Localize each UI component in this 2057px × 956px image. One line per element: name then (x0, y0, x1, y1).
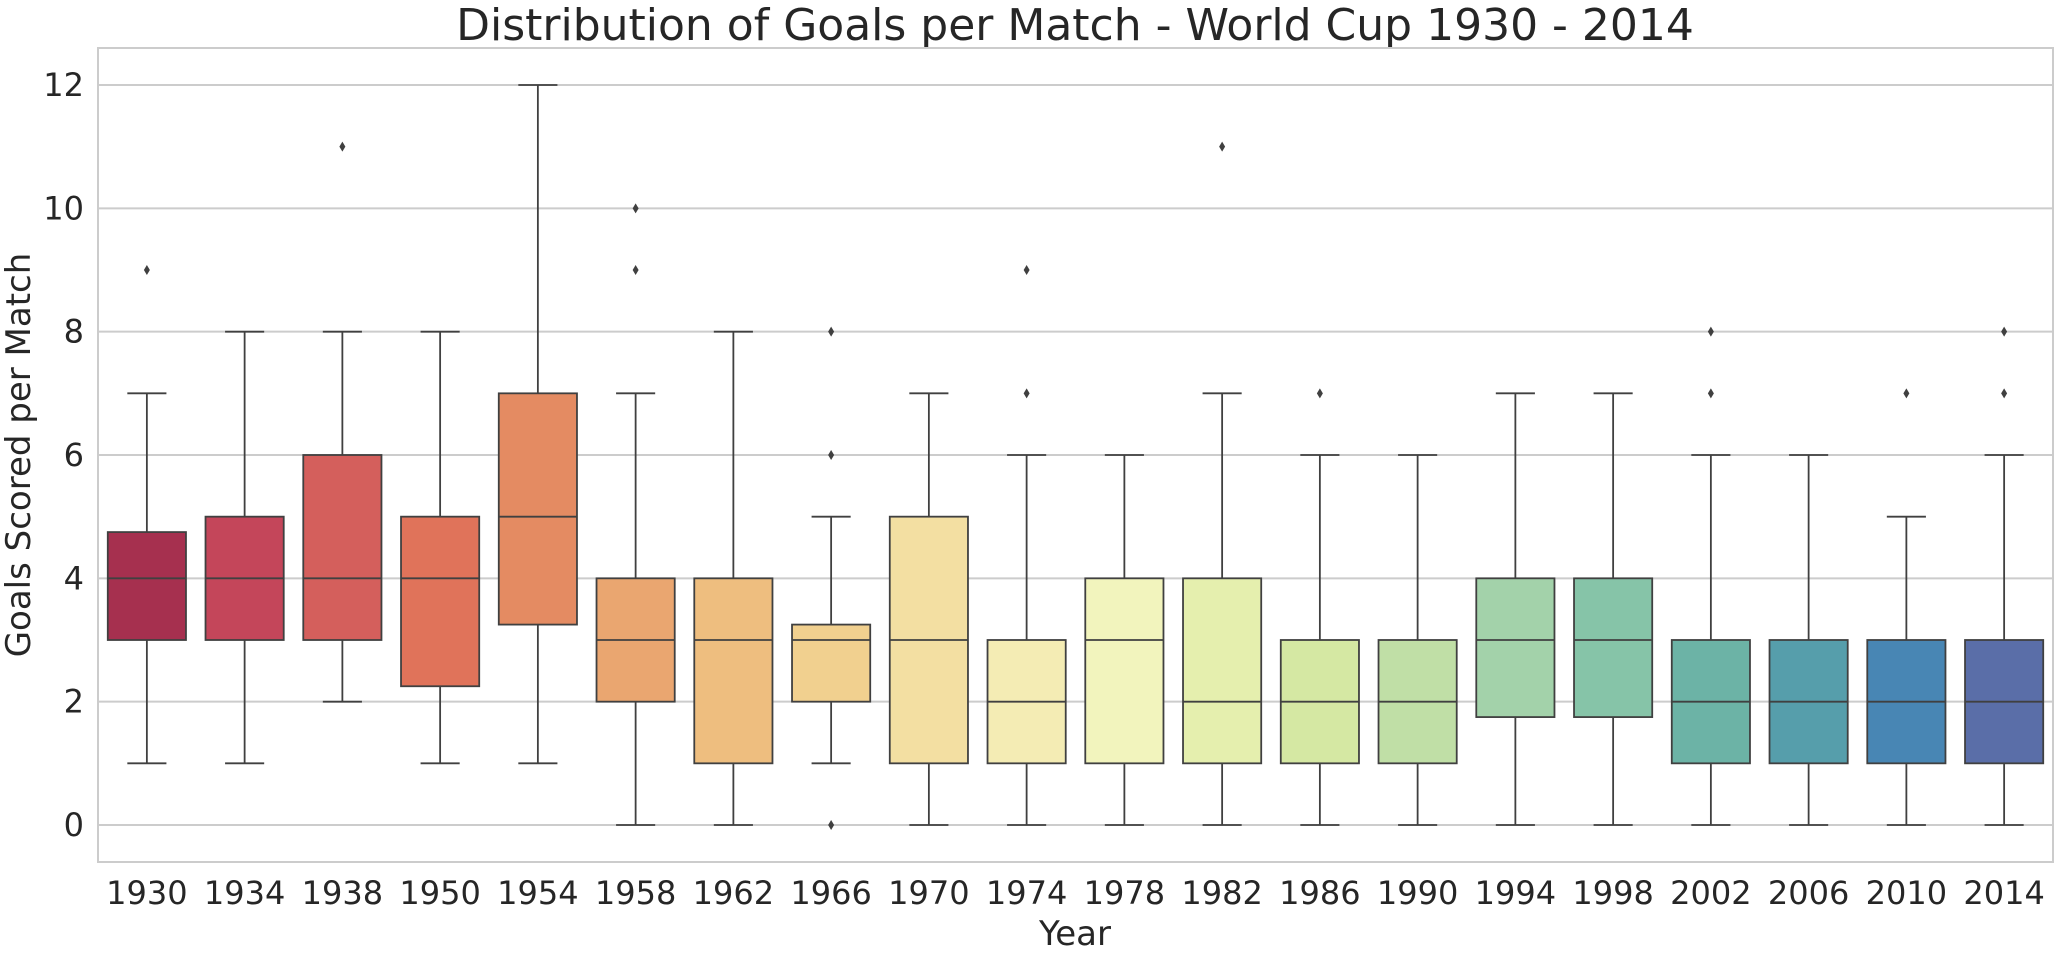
x-tick-label-1934: 1934 (204, 874, 285, 912)
y-tick-label-4: 4 (64, 559, 84, 597)
box-1982 (1182, 141, 1263, 826)
outlier-point (143, 265, 150, 275)
box-1998 (1573, 392, 1654, 826)
box-2006 (1768, 454, 1849, 826)
box-1930 (106, 265, 187, 765)
y-tick-label-12: 12 (43, 66, 84, 104)
x-tick-label-1938: 1938 (302, 874, 383, 912)
box-1958 (595, 203, 676, 826)
x-tick-label-1994: 1994 (1475, 874, 1556, 912)
iqr-box (1182, 577, 1263, 765)
y-grid (98, 84, 2053, 826)
box-1966 (791, 326, 872, 830)
box-1938 (302, 141, 383, 703)
y-tick-label-10: 10 (43, 189, 84, 227)
outlier-point (1707, 326, 1714, 337)
box-1986 (1279, 388, 1360, 826)
outlier-point (1316, 388, 1323, 399)
outlier-point (2001, 388, 2008, 399)
outlier-point (632, 265, 639, 275)
outlier-point (339, 141, 346, 152)
iqr-box (791, 623, 872, 703)
outlier-point (828, 820, 835, 830)
x-tick-label-1978: 1978 (1084, 874, 1165, 912)
iqr-box (1573, 577, 1654, 718)
outlier-point (632, 203, 639, 214)
iqr-box (693, 577, 774, 765)
plot-area-frame (97, 47, 2054, 863)
y-tick-label-0: 0 (64, 806, 84, 844)
outlier-point (1023, 388, 1030, 399)
x-tick-label-2010: 2010 (1866, 874, 1947, 912)
box-1994 (1475, 392, 1556, 826)
box-1978 (1084, 454, 1165, 826)
box-1962 (693, 330, 774, 826)
y-tick-labels: 0 2 4 6 8 10 12 (43, 66, 84, 844)
x-tick-labels: 1930 1934 1938 1950 1954 1958 1962 1966 1970 1974… (106, 874, 2045, 912)
box-2010 (1866, 388, 1947, 826)
x-tick-label-2006: 2006 (1768, 874, 1849, 912)
y-tick-label-2: 2 (64, 683, 84, 721)
box-series (106, 84, 2045, 830)
x-tick-label-1990: 1990 (1377, 874, 1458, 912)
chart-title: Distribution of Goals per Match - World … (456, 0, 1694, 51)
x-tick-label-1970: 1970 (888, 874, 969, 912)
box-1934 (204, 330, 285, 765)
outlier-point (1219, 141, 1226, 152)
outlier-point (1023, 265, 1030, 275)
box-1990 (1377, 454, 1458, 826)
box-1974 (986, 265, 1067, 826)
iqr-box (400, 515, 481, 688)
iqr-box (106, 531, 187, 641)
iqr-box (497, 392, 578, 626)
y-tick-label-6: 6 (64, 436, 84, 474)
box-2014 (1964, 326, 2045, 826)
x-tick-label-1986: 1986 (1279, 874, 1360, 912)
box-2002 (1670, 326, 1751, 826)
x-tick-label-1966: 1966 (790, 874, 871, 912)
box-1950 (400, 330, 481, 765)
iqr-box (302, 454, 383, 641)
x-tick-label-1998: 1998 (1572, 874, 1653, 912)
iqr-box (1475, 577, 1556, 718)
x-tick-label-1930: 1930 (106, 874, 187, 912)
box-1970 (888, 392, 969, 826)
x-tick-label-1958: 1958 (595, 874, 676, 912)
x-tick-label-1962: 1962 (693, 874, 774, 912)
x-tick-label-1974: 1974 (986, 874, 1067, 912)
x-tick-label-2014: 2014 (1963, 874, 2044, 912)
x-tick-label-1950: 1950 (399, 874, 480, 912)
outlier-point (1707, 388, 1714, 399)
x-tick-label-1982: 1982 (1181, 874, 1262, 912)
y-tick-label-8: 8 (64, 313, 84, 351)
outlier-point (828, 326, 835, 337)
iqr-box (1084, 577, 1165, 765)
y-axis-label: Goals Scored per Match (0, 253, 39, 658)
outlier-point (828, 450, 835, 460)
box-1954 (497, 84, 578, 765)
x-axis-label: Year (1038, 914, 1111, 954)
x-tick-label-1954: 1954 (497, 874, 578, 912)
x-tick-label-2002: 2002 (1670, 874, 1751, 912)
outlier-point (1903, 388, 1910, 399)
outlier-point (2001, 326, 2008, 337)
